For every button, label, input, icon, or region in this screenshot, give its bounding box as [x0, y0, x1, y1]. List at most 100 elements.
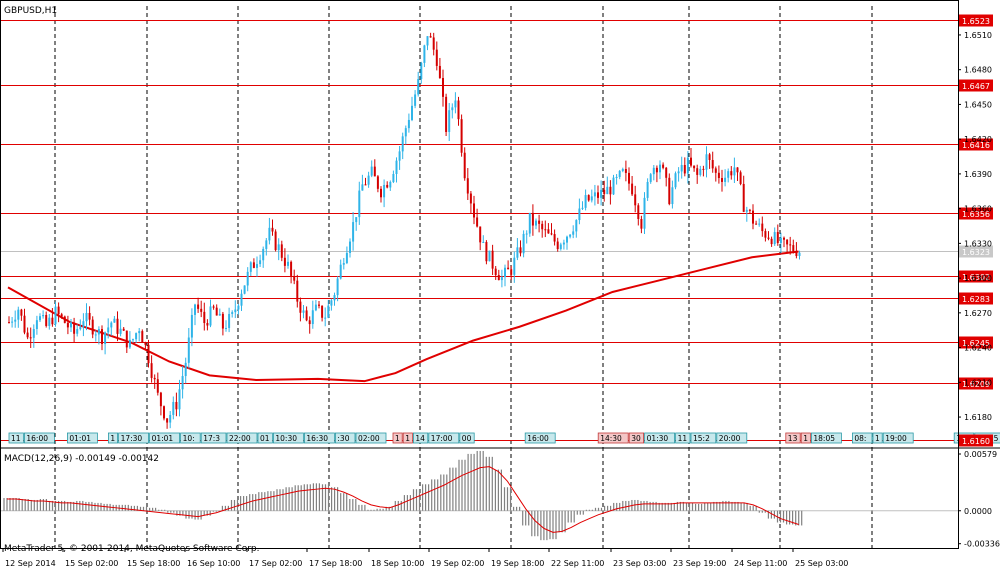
bull-candle[interactable] — [339, 259, 342, 280]
bear-candle[interactable] — [122, 327, 125, 332]
bull-candle[interactable] — [590, 189, 593, 203]
event-marker[interactable]: 01:01 — [149, 432, 181, 444]
bear-candle[interactable] — [166, 418, 169, 429]
bear-candle[interactable] — [764, 228, 767, 242]
bear-candle[interactable] — [634, 185, 637, 213]
bear-candle[interactable] — [476, 208, 479, 228]
bear-candle[interactable] — [364, 177, 367, 186]
bear-candle[interactable] — [531, 204, 534, 236]
bear-candle[interactable] — [690, 147, 692, 168]
bear-candle[interactable] — [212, 304, 215, 310]
bear-candle[interactable] — [662, 162, 665, 170]
bear-candle[interactable] — [197, 297, 200, 313]
bull-candle[interactable] — [113, 316, 116, 323]
bear-candle[interactable] — [683, 157, 686, 177]
bull-candle[interactable] — [488, 250, 491, 262]
candlesticks-layer[interactable] — [8, 32, 801, 429]
bear-candle[interactable] — [153, 374, 156, 389]
bear-candle[interactable] — [45, 311, 48, 328]
bear-candle[interactable] — [159, 391, 162, 416]
bull-candle[interactable] — [265, 238, 268, 256]
bull-candle[interactable] — [398, 146, 401, 170]
bull-candle[interactable] — [420, 61, 423, 84]
bear-candle[interactable] — [147, 339, 150, 368]
bear-candle[interactable] — [23, 308, 26, 335]
bull-candle[interactable] — [699, 165, 702, 177]
bear-candle[interactable] — [141, 329, 144, 343]
bear-candle[interactable] — [469, 191, 472, 214]
bear-candle[interactable] — [655, 165, 658, 183]
bull-candle[interactable] — [652, 165, 655, 181]
bull-candle[interactable] — [407, 113, 410, 133]
bear-candle[interactable] — [776, 224, 779, 246]
bull-candle[interactable] — [32, 324, 35, 348]
event-marker[interactable]: 17:3 — [200, 432, 227, 444]
bear-candle[interactable] — [544, 220, 547, 238]
bear-candle[interactable] — [442, 69, 444, 107]
bull-candle[interactable] — [138, 328, 141, 342]
bear-candle[interactable] — [640, 215, 643, 234]
bull-candle[interactable] — [85, 303, 88, 331]
bear-candle[interactable] — [603, 180, 606, 202]
bull-candle[interactable] — [302, 304, 305, 319]
bull-candle[interactable] — [559, 242, 562, 251]
bear-candle[interactable] — [789, 236, 792, 255]
event-marker[interactable]: 10:30 — [272, 432, 304, 444]
bear-candle[interactable] — [637, 203, 640, 226]
bull-candle[interactable] — [798, 250, 801, 260]
bull-candle[interactable] — [327, 299, 330, 319]
bear-candle[interactable] — [460, 114, 463, 157]
bull-candle[interactable] — [677, 167, 680, 182]
bull-candle[interactable] — [314, 300, 317, 312]
bear-candle[interactable] — [432, 32, 435, 56]
bull-candle[interactable] — [581, 201, 584, 211]
bull-candle[interactable] — [451, 103, 454, 119]
event-marker[interactable]: 1 — [392, 432, 403, 444]
bear-candle[interactable] — [438, 57, 441, 79]
bear-candle[interactable] — [101, 325, 103, 351]
bull-candle[interactable] — [727, 168, 730, 183]
bear-candle[interactable] — [299, 297, 302, 322]
bear-candle[interactable] — [435, 41, 438, 71]
bear-candle[interactable] — [57, 302, 60, 323]
bear-candle[interactable] — [792, 239, 795, 254]
bear-candle[interactable] — [494, 265, 497, 280]
bull-candle[interactable] — [181, 365, 184, 399]
bear-candle[interactable] — [767, 231, 770, 241]
bull-candle[interactable] — [426, 36, 429, 51]
bull-candle[interactable] — [17, 306, 20, 328]
bull-candle[interactable] — [97, 326, 100, 345]
bear-candle[interactable] — [318, 301, 320, 309]
bull-candle[interactable] — [355, 217, 358, 231]
bear-candle[interactable] — [429, 32, 432, 38]
bear-candle[interactable] — [668, 173, 671, 206]
bear-candle[interactable] — [274, 229, 277, 252]
bull-candle[interactable] — [132, 338, 134, 343]
bear-candle[interactable] — [175, 392, 178, 417]
event-marker[interactable]: 00 — [459, 432, 475, 444]
event-marker[interactable]: 02:00 — [355, 432, 387, 444]
bull-candle[interactable] — [513, 251, 516, 283]
bull-candle[interactable] — [562, 239, 565, 250]
bear-candle[interactable] — [631, 175, 634, 197]
event-marker[interactable]: 19:00 — [882, 432, 914, 444]
bear-candle[interactable] — [730, 166, 733, 180]
bear-candle[interactable] — [308, 316, 311, 334]
bull-candle[interactable] — [110, 321, 113, 336]
bull-candle[interactable] — [621, 167, 624, 173]
bear-candle[interactable] — [702, 165, 705, 177]
event-marker[interactable]: 11 — [675, 432, 691, 444]
bull-candle[interactable] — [246, 267, 249, 292]
event-marker[interactable]: 14 — [412, 432, 429, 444]
event-marker[interactable]: 18:05 — [811, 432, 842, 444]
bear-candle[interactable] — [485, 240, 488, 265]
bull-candle[interactable] — [643, 192, 646, 235]
bull-candle[interactable] — [342, 257, 345, 270]
bear-candle[interactable] — [376, 175, 379, 193]
bull-candle[interactable] — [649, 172, 652, 184]
bear-candle[interactable] — [271, 219, 274, 236]
bear-candle[interactable] — [761, 216, 764, 237]
bull-candle[interactable] — [345, 246, 348, 265]
bull-candle[interactable] — [256, 256, 258, 277]
bear-candle[interactable] — [463, 147, 466, 181]
